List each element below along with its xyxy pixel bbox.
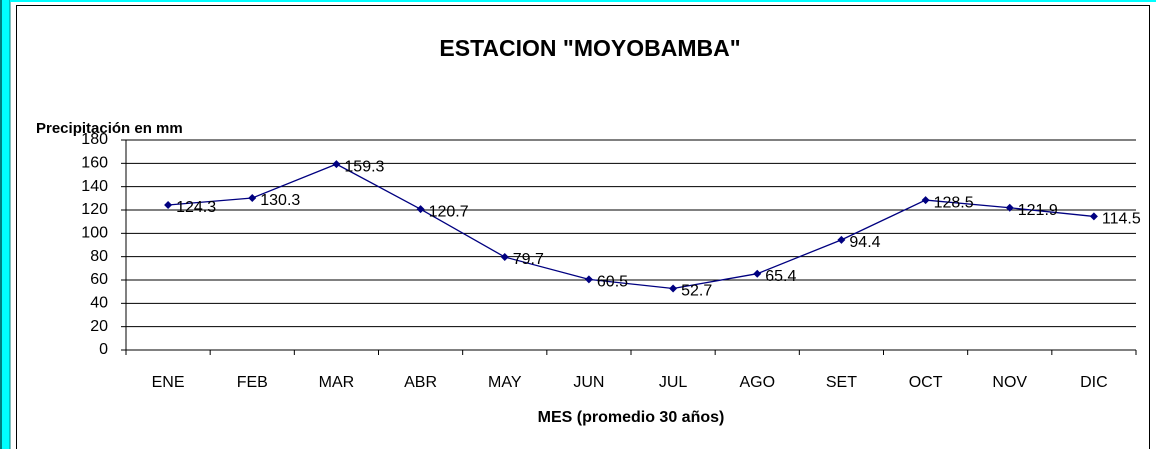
chart-frame xyxy=(16,5,1150,454)
y-tick-label: 120 xyxy=(81,201,108,218)
chart-title: ESTACION "MOYOBAMBA" xyxy=(439,35,740,61)
y-tick-label: 100 xyxy=(81,225,108,242)
data-label: 124.3 xyxy=(176,199,216,216)
x-tick-label: AGO xyxy=(739,374,775,391)
x-tick-label: NOV xyxy=(992,374,1027,391)
data-label: 121.9 xyxy=(1018,202,1058,219)
x-tick-label: DIC xyxy=(1080,374,1108,391)
x-tick-label: JUL xyxy=(659,374,688,391)
y-tick-label: 60 xyxy=(90,271,108,288)
data-label: 120.7 xyxy=(429,203,469,220)
x-tick-label: OCT xyxy=(909,374,943,391)
x-axis-title: MES (promedio 30 años) xyxy=(538,409,725,426)
y-axis-title: Precipitación en mm xyxy=(36,120,183,137)
y-tick-label: 160 xyxy=(81,155,108,172)
x-tick-label: JUN xyxy=(573,374,604,391)
data-point xyxy=(1089,212,1098,221)
y-tick-label: 40 xyxy=(90,295,108,312)
x-tick-label: FEB xyxy=(237,374,268,391)
data-point xyxy=(332,160,341,169)
data-point xyxy=(416,205,425,214)
y-tick-label: 180 xyxy=(81,131,108,148)
data-label: 65.4 xyxy=(765,268,796,285)
data-label: 94.4 xyxy=(849,234,880,251)
data-point xyxy=(584,275,593,284)
x-tick-label: ENE xyxy=(152,374,185,391)
y-tick-label: 140 xyxy=(81,178,108,195)
x-tick-label: SET xyxy=(826,374,857,391)
data-label: 114.5 xyxy=(1102,211,1141,228)
x-tick-label: MAR xyxy=(319,374,355,391)
x-tick-label: MAY xyxy=(488,374,522,391)
left-border xyxy=(0,0,10,449)
data-point xyxy=(500,253,509,262)
y-tick-label: 80 xyxy=(90,248,108,265)
data-label: 130.3 xyxy=(260,192,300,209)
data-point xyxy=(248,193,257,202)
data-point xyxy=(753,269,762,278)
data-label: 60.5 xyxy=(597,274,628,291)
y-tick-label: 0 xyxy=(99,341,108,358)
data-point xyxy=(1005,203,1014,212)
x-tick-label: ABR xyxy=(404,374,437,391)
data-label: 159.3 xyxy=(344,158,384,175)
data-label: 52.7 xyxy=(681,283,712,300)
data-point xyxy=(921,196,930,205)
data-point xyxy=(837,235,846,244)
y-tick-label: 20 xyxy=(90,318,108,335)
data-point xyxy=(164,200,173,209)
series-line xyxy=(168,163,1094,290)
data-label: 128.5 xyxy=(934,194,974,211)
data-point xyxy=(669,284,678,293)
data-label: 79.7 xyxy=(513,251,544,268)
